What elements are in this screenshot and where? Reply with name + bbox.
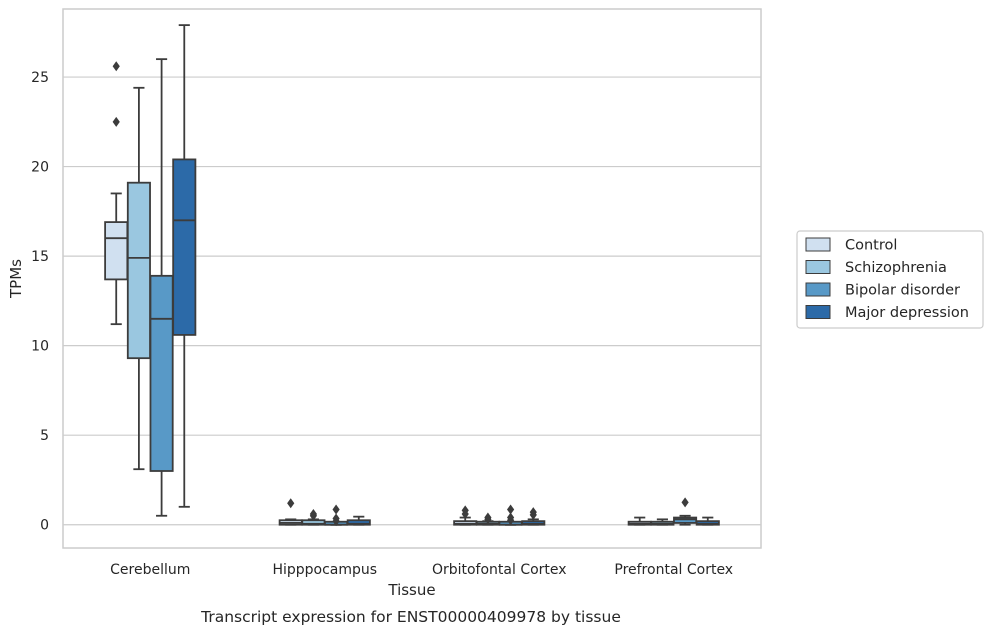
box-groups: [104, 24, 720, 527]
x-tick-label: Orbitofontal Cortex: [432, 562, 567, 578]
box-1-1: [301, 508, 326, 526]
legend-label: Bipolar disorder: [845, 283, 960, 299]
x-tick-labels: Cerebellum Hipppocampus Orbitofontal Corte…: [110, 562, 733, 578]
box-1-3: [650, 518, 675, 526]
legend-frame: [796, 230, 984, 329]
box-1-0: [126, 86, 151, 471]
outlier-point: [332, 516, 340, 527]
outlier-point: [332, 504, 340, 515]
outlier-point: [484, 514, 492, 525]
y-tick-label: 20: [31, 160, 49, 176]
outlier-point: [287, 498, 295, 509]
box-iqr: [172, 158, 197, 336]
legend-label: Schizophrenia: [845, 260, 947, 276]
box-2-0: [149, 58, 174, 517]
y-tick-labels: 0 5 10 15 20 25: [31, 70, 49, 534]
box-0-0: [104, 61, 129, 326]
legend-swatch: [805, 237, 831, 252]
outlier-point: [681, 497, 689, 508]
legend-swatch: [805, 260, 831, 274]
box-3-0: [172, 24, 197, 508]
box-3-1: [346, 515, 371, 526]
box-3-2: [521, 507, 546, 526]
legend-swatch: [805, 305, 831, 319]
box-0-2: [453, 505, 478, 526]
box-1-2: [475, 512, 500, 526]
y-tick-label: 5: [40, 428, 49, 444]
y-tick-label: 25: [31, 70, 49, 86]
outlier-point: [529, 509, 537, 520]
y-tick-label: 10: [31, 339, 49, 355]
outlier-point: [506, 515, 515, 526]
x-tick-label: Cerebellum: [110, 562, 190, 578]
chart-caption: Transcript expression for ENST0000040997…: [200, 608, 621, 626]
outlier-point: [112, 61, 120, 72]
box-iqr: [126, 181, 151, 360]
legend-label: Major depression: [845, 305, 969, 321]
x-axis-title: Tissue: [387, 581, 435, 599]
box-3-3: [695, 516, 720, 526]
box-2-2: [498, 504, 523, 526]
y-axis-title: TPMs: [7, 259, 25, 299]
box-0-3: [627, 516, 652, 526]
outlier-point: [309, 510, 318, 521]
legend: Control Schizophrenia Bipolar disorder Majo…: [796, 230, 984, 329]
legend-swatch: [805, 282, 831, 297]
x-tick-label: Hipppocampus: [272, 562, 377, 578]
y-tick-label: 0: [40, 518, 49, 534]
box-iqr: [104, 221, 129, 281]
box-2-1: [324, 504, 349, 527]
box-0-1: [278, 498, 303, 526]
legend-label: Control: [845, 238, 897, 254]
box-2-3: [673, 497, 698, 526]
plot-frame: [62, 8, 762, 549]
x-tick-label: Prefrontal Cortex: [614, 562, 733, 578]
box-iqr: [149, 274, 174, 472]
outlier-point: [461, 508, 469, 519]
outlier-point: [506, 504, 515, 515]
outlier-point: [112, 116, 120, 127]
y-tick-label: 15: [31, 249, 49, 265]
